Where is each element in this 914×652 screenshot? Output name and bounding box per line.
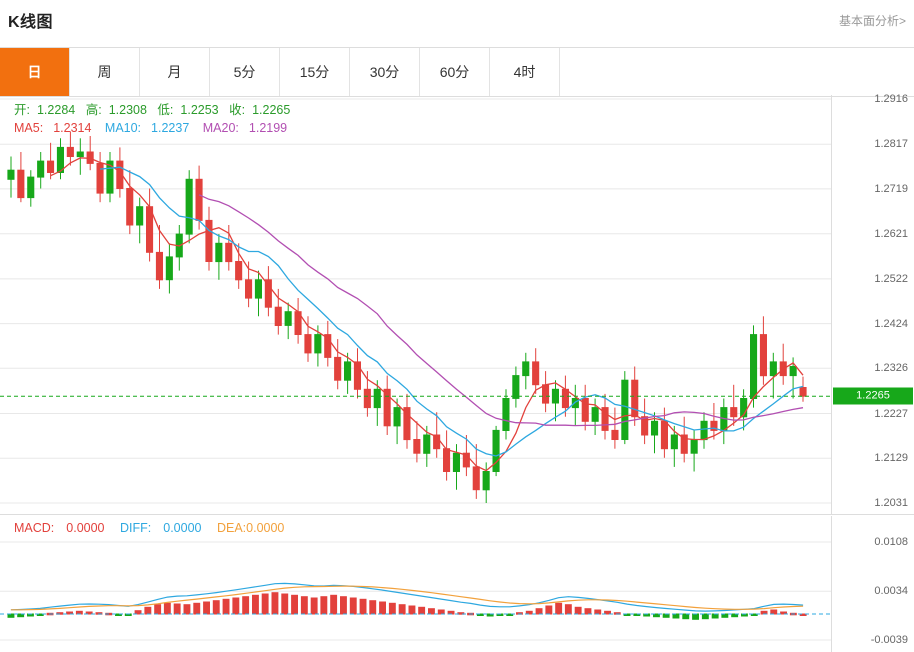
price-axis-tick: 1.2326 [874, 362, 908, 375]
macd-pane[interactable]: MACD: 0.0000 DIFF: 0.0000 DEA:0.0000 [0, 516, 832, 652]
macd-axis-tick: 0.0034 [874, 585, 908, 598]
price-axis-tick: 1.2719 [874, 182, 908, 195]
page-title: K线图 [8, 14, 54, 31]
page-header: K线图 基本面分析> [0, 0, 914, 44]
tab-60min[interactable]: 60分 [420, 48, 490, 96]
price-axis-tick: 1.2916 [874, 93, 908, 105]
price-axis-tick: 1.2129 [874, 452, 908, 465]
price-chart-area: 开: 1.2284 高: 1.2308 低: 1.2253 收: 1.2265 MA5:… [0, 93, 914, 515]
tab-30min[interactable]: 30分 [350, 48, 420, 96]
tab-week[interactable]: 周 [70, 48, 140, 96]
tab-day[interactable]: 日 [0, 48, 70, 96]
tab-4hour[interactable]: 4时 [490, 48, 560, 96]
candlestick-pane[interactable]: 开: 1.2284 高: 1.2308 低: 1.2253 收: 1.2265 MA5:… [0, 95, 832, 515]
price-axis-tick: 1.2424 [874, 317, 908, 330]
macd-svg [0, 541, 831, 641]
macd-axis: 0.0108 0.0034 -0.0039 [832, 516, 914, 652]
macd-chart-area: MACD: 0.0000 DIFF: 0.0000 DEA:0.0000 0.010… [0, 516, 914, 652]
tab-15min[interactable]: 15分 [280, 48, 350, 96]
price-axis-tick: 1.2522 [874, 272, 908, 285]
price-axis-tick: 1.2031 [874, 497, 908, 509]
tab-month[interactable]: 月 [140, 48, 210, 96]
price-axis-tick: 1.2227 [874, 407, 908, 420]
candlestick-svg [0, 98, 831, 504]
macd-axis-tick: 0.0108 [874, 536, 908, 548]
timeframe-tabbar: 日 周 月 5分 15分 30分 60分 4时 [0, 47, 914, 97]
fundamental-analysis-link[interactable]: 基本面分析> [838, 14, 906, 28]
tab-5min[interactable]: 5分 [210, 48, 280, 96]
price-axis: 1.2916 1.2817 1.2719 1.2621 1.2522 1.2424 1.23… [832, 93, 914, 515]
price-axis-tick: 1.2621 [874, 227, 908, 240]
price-axis-tick: 1.2817 [874, 138, 908, 151]
macd-axis-tick: -0.0039 [870, 634, 908, 646]
last-price-tag: 1.2265 [833, 387, 913, 405]
